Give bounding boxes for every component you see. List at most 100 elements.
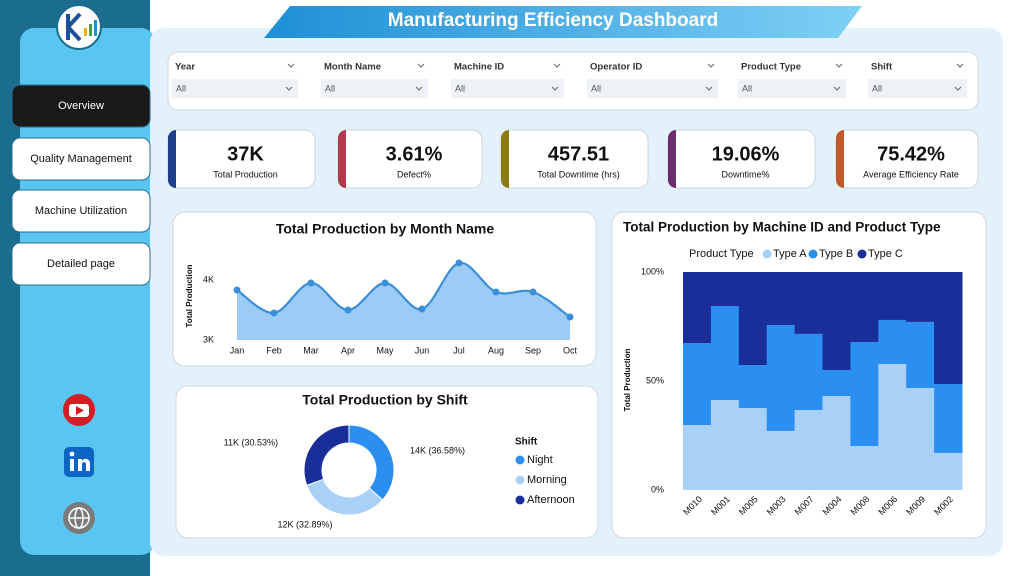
kpi-accent: [501, 130, 509, 188]
legend-title: Product Type: [689, 248, 754, 260]
legend-marker: [808, 249, 818, 259]
filter-value[interactable]: All: [872, 83, 882, 93]
point: [492, 288, 500, 296]
bar-segment: [822, 272, 851, 371]
filter-chevron: [835, 63, 843, 68]
filter-chevron: [553, 63, 561, 68]
kpi-accent: [168, 130, 176, 188]
legend-label: Type C: [868, 248, 903, 260]
filter-dropdown[interactable]: [738, 79, 846, 98]
nav-label[interactable]: Detailed page: [47, 258, 115, 270]
point: [455, 259, 463, 267]
point: [344, 306, 352, 314]
y-tick-label: 4K: [203, 274, 214, 284]
data-label: 12K (32.89%): [277, 519, 332, 529]
donut-slice: [303, 424, 350, 486]
point: [233, 286, 241, 294]
bar-segment: [710, 399, 740, 490]
legend-marker: [857, 249, 867, 259]
filter-value[interactable]: All: [455, 83, 465, 93]
filter-value[interactable]: All: [325, 83, 335, 93]
kpi-value: 3.61%: [386, 143, 443, 165]
filter-dropdown[interactable]: [868, 79, 967, 98]
kpi-value: 37K: [227, 143, 264, 165]
bar-segment: [710, 306, 740, 400]
legend-label: Night: [527, 454, 553, 466]
kpi-accent: [338, 130, 346, 188]
bar-segment: [794, 409, 823, 490]
x-tick-label: Aug: [488, 345, 504, 355]
point: [307, 279, 315, 287]
point: [381, 279, 389, 287]
legend-label: Morning: [527, 474, 567, 486]
nav-button[interactable]: [11, 242, 151, 286]
kpi-value: 457.51: [548, 143, 609, 165]
chart-title: Total Production by Shift: [302, 392, 468, 408]
website-icon[interactable]: [63, 502, 95, 534]
x-tick-label: Jul: [453, 345, 465, 355]
bar-segment: [850, 341, 879, 446]
bar-segment: [934, 452, 963, 490]
dropdown-chevron: [285, 86, 293, 91]
bar-segment: [878, 363, 907, 490]
filter-dropdown[interactable]: [451, 79, 564, 98]
filter-label: Operator ID: [590, 62, 642, 73]
y-axis-label: Total Production: [185, 264, 194, 327]
bar-segment: [766, 430, 796, 490]
filter-dropdown[interactable]: [587, 79, 718, 98]
bar-segment: [906, 387, 935, 490]
chart-title: Total Production by Month Name: [276, 221, 495, 237]
nav-label[interactable]: Overview: [58, 100, 104, 112]
bar-segment: [822, 370, 851, 397]
nav-button[interactable]: [11, 189, 151, 233]
kpi-value: 75.42%: [877, 143, 945, 165]
dropdown-chevron: [954, 86, 962, 91]
x-tick-label: Oct: [563, 345, 578, 355]
dropdown-chevron: [551, 86, 559, 91]
bar-segment: [738, 365, 768, 409]
filter-label: Month Name: [324, 62, 381, 73]
legend-marker: [515, 475, 525, 485]
filter-label: Product Type: [741, 62, 801, 73]
bar-segment: [683, 272, 712, 344]
legend-marker: [762, 249, 772, 259]
kpi-label: Total Production: [213, 169, 278, 179]
data-label: 14K (36.58%): [410, 445, 465, 455]
filter-chevron: [287, 63, 295, 68]
nav-button[interactable]: [11, 137, 151, 181]
filter-value[interactable]: All: [176, 83, 186, 93]
y-tick-label: 3K: [203, 334, 214, 344]
nav-label[interactable]: Quality Management: [30, 153, 132, 165]
point: [270, 309, 278, 317]
legend-label: Type A: [773, 248, 807, 260]
point: [418, 305, 426, 313]
kpi-label: Downtime%: [721, 169, 769, 179]
chart-title: Total Production by Machine ID and Produ…: [623, 220, 941, 235]
filter-label: Shift: [871, 62, 893, 73]
nav-label[interactable]: Machine Utilization: [35, 205, 127, 217]
legend-label: Type B: [819, 248, 853, 260]
filter-label: Machine ID: [454, 62, 504, 73]
filter-chevron: [956, 63, 964, 68]
bar-segment: [738, 272, 768, 366]
x-tick-label: Jun: [415, 345, 430, 355]
y-tick-label: 0%: [651, 484, 664, 494]
y-axis-label: Total Production: [623, 348, 632, 411]
nav-button[interactable]: [11, 84, 151, 128]
filter-chevron: [417, 63, 425, 68]
linkedin-icon[interactable]: [64, 447, 94, 477]
x-tick-label: Jan: [230, 345, 245, 355]
bar-segment: [878, 272, 907, 320]
bar-segment: [794, 272, 823, 334]
filter-value[interactable]: All: [591, 83, 601, 93]
filter-value[interactable]: All: [742, 83, 752, 93]
x-tick-label: May: [376, 345, 394, 355]
youtube-icon[interactable]: [63, 394, 95, 426]
kpi-accent: [668, 130, 676, 188]
filter-dropdown[interactable]: [172, 79, 298, 98]
dropdown-chevron: [833, 86, 841, 91]
bar-segment: [766, 324, 796, 431]
filter-dropdown[interactable]: [321, 79, 428, 98]
dashboard-title: Manufacturing Efficiency Dashboard: [388, 10, 718, 31]
